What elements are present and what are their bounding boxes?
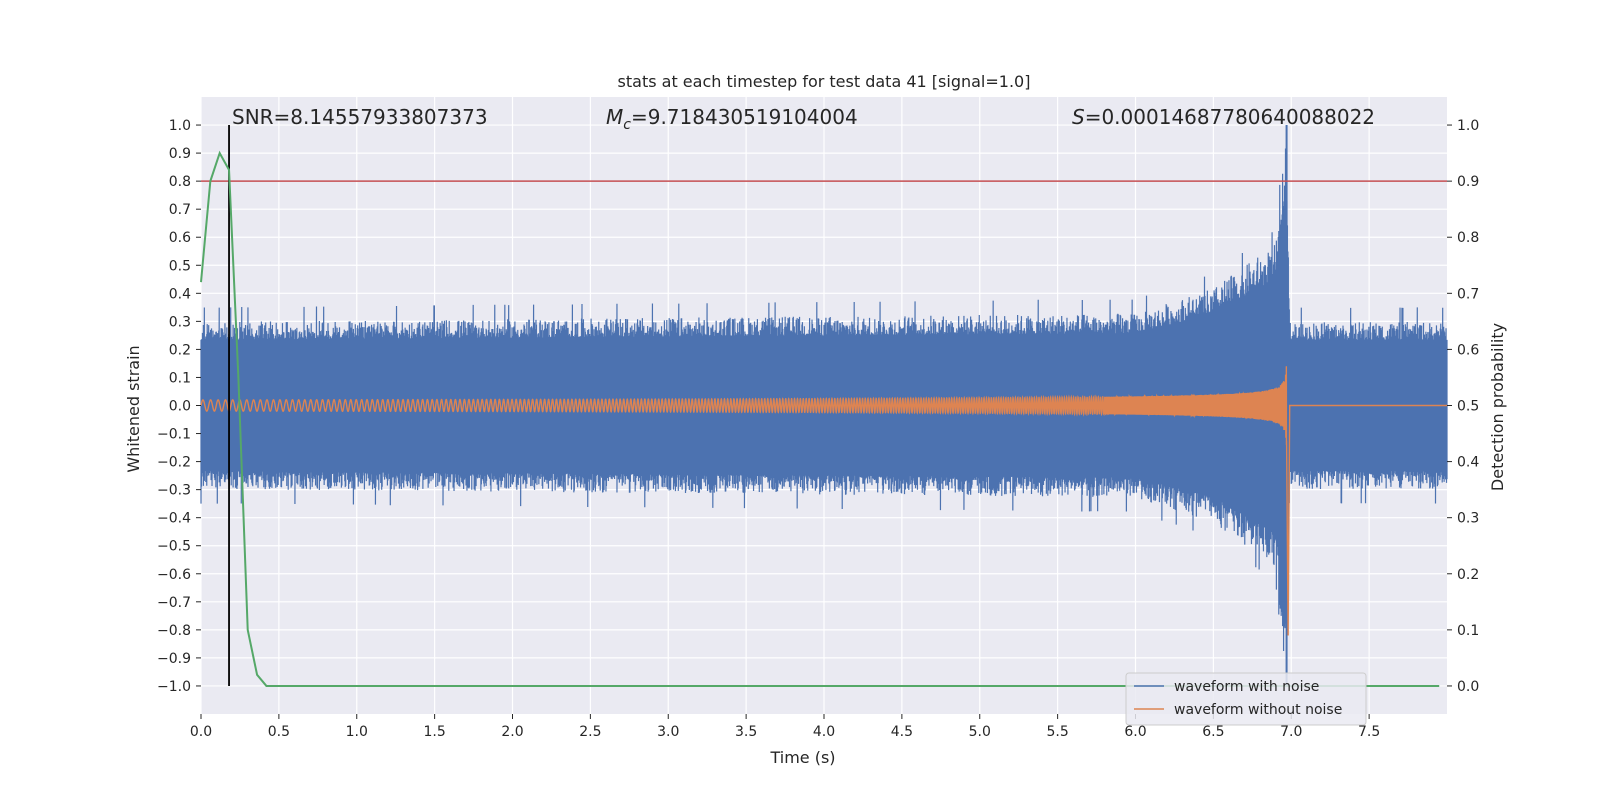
y-left-tick-label: 0.2: [169, 342, 191, 358]
series-waveform-without-noise: [200, 366, 1447, 636]
y-left-tick-label: 0.8: [169, 174, 191, 190]
probability-trace: [200, 150, 1440, 687]
y-right-tick-label: 0.7: [1457, 286, 1479, 302]
y-left-tick-label: −0.2: [157, 455, 191, 471]
y-left-tick-label: −0.6: [157, 567, 191, 583]
y-left-tick-label: 0.7: [169, 202, 191, 218]
x-tick-label: 5.5: [1046, 724, 1068, 740]
y-left-tick-label: −0.7: [157, 595, 191, 611]
axes: 0.0 0.5 1.0 1.5 2.0 2.5 3.0 3.5 4.0 4.5 5.0 5.5 6.0 6…: [157, 118, 1479, 740]
y-left-tick-label: 1.0: [169, 118, 191, 134]
y-left-tick-label: −1.0: [157, 679, 191, 695]
x-tick-label: 4.5: [891, 724, 913, 740]
y-left-tick-label: 0.6: [169, 230, 191, 246]
mc-symbol: M: [606, 105, 623, 129]
x-tick-label: 6.0: [1124, 724, 1146, 740]
y-right-tick-label: 0.0: [1457, 679, 1479, 695]
annotation-s: S=0.00014687780640088022: [1072, 105, 1375, 129]
annotation-chirp-mass: Mc=9.718430519104004: [606, 105, 858, 133]
y-left-tick-label: 0.0: [169, 399, 191, 415]
y-left-tick-label: −0.8: [157, 623, 191, 639]
x-tick-label: 6.5: [1202, 724, 1224, 740]
x-tick-label: 2.5: [579, 724, 601, 740]
y-axis-label-right: Detection probability: [1488, 323, 1507, 491]
y-left-tick-label: −0.5: [157, 539, 191, 555]
y-left-tick-label: 0.5: [169, 258, 191, 274]
x-tick-label: 1.0: [346, 724, 368, 740]
mc-value: =9.718430519104004: [631, 105, 858, 129]
x-axis-label: Time (s): [769, 748, 835, 767]
y-left-tick-label: 0.1: [169, 370, 191, 386]
reference-lines: [201, 125, 1447, 686]
legend: waveform with noise waveform without noi…: [1125, 672, 1367, 726]
y-left-tick-label: 0.4: [169, 286, 191, 302]
legend-label-clean: waveform without noise: [1174, 702, 1342, 718]
annotation-snr: SNR=8.14557933807373: [232, 105, 488, 129]
series-detection-probability: [200, 150, 1440, 687]
x-tick-label: 0.5: [268, 724, 290, 740]
y-right-tick-label: 0.8: [1457, 230, 1479, 246]
legend-label-noise: waveform with noise: [1174, 679, 1319, 695]
x-tick-label: 7.5: [1358, 724, 1380, 740]
mc-subscript: c: [623, 117, 631, 133]
y-right-tick-label: 0.5: [1457, 399, 1479, 415]
y-right-tick-label: 0.9: [1457, 174, 1479, 190]
y-left-tick-label: −0.3: [157, 483, 191, 499]
y-left-tick-label: −0.1: [157, 427, 191, 443]
y-right-tick-label: 0.3: [1457, 511, 1479, 527]
x-tick-label: 3.0: [657, 724, 679, 740]
y-axis-label-left: Whitened strain: [124, 345, 143, 472]
y-right-tick-label: 0.2: [1457, 567, 1479, 583]
y-left-tick-label: −0.4: [157, 511, 191, 527]
y-right-tick-label: 0.1: [1457, 623, 1479, 639]
y-left-tick-label: −0.9: [157, 651, 191, 667]
x-tick-label: 7.0: [1280, 724, 1302, 740]
y-right-tick-label: 0.4: [1457, 455, 1479, 471]
clean-trace: [200, 366, 1447, 636]
x-tick-label: 1.5: [423, 724, 445, 740]
x-tick-label: 3.5: [735, 724, 757, 740]
x-tick-label: 2.0: [501, 724, 523, 740]
x-tick-label: 0.0: [190, 724, 212, 740]
y-right-tick-label: 0.6: [1457, 342, 1479, 358]
y-left-tick-label: 0.9: [169, 146, 191, 162]
x-tick-label: 5.0: [969, 724, 991, 740]
s-value: =0.00014687780640088022: [1085, 105, 1375, 129]
y-left-tick-label: 0.3: [169, 314, 191, 330]
s-symbol: S: [1072, 105, 1085, 129]
legend-box: [1125, 672, 1367, 726]
chart-title: stats at each timestep for test data 41 …: [618, 72, 1031, 91]
x-tick-label: 4.0: [813, 724, 835, 740]
y-right-tick-label: 1.0: [1457, 118, 1479, 134]
